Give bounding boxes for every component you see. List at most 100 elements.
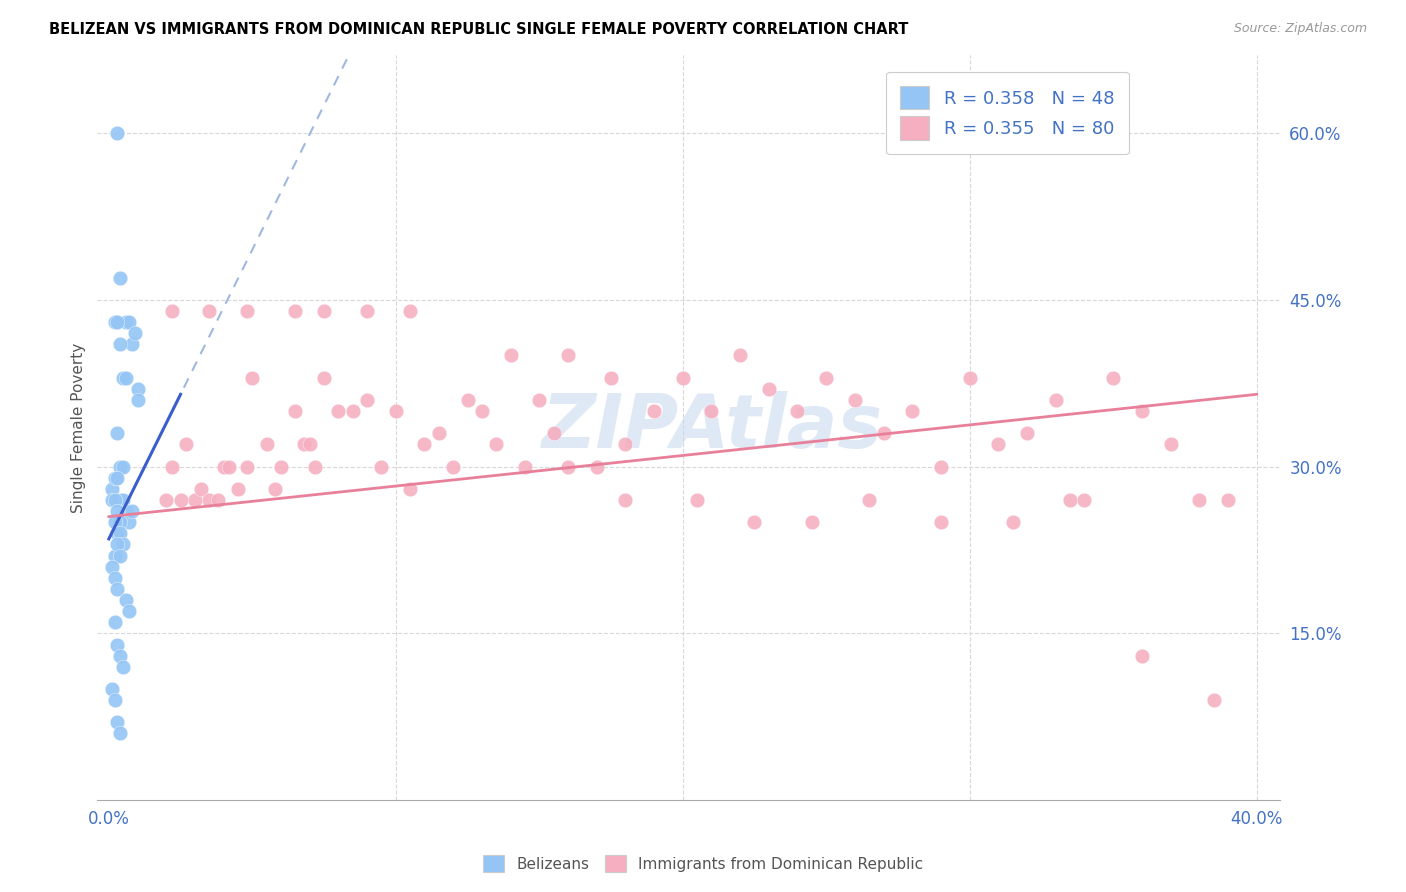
- Point: [160, 304, 183, 318]
- Point: [384, 404, 406, 418]
- Point: [929, 515, 952, 529]
- Point: [112, 492, 135, 507]
- Point: [815, 370, 838, 384]
- Point: [110, 492, 132, 507]
- Point: [1059, 492, 1081, 507]
- Point: [1130, 648, 1153, 663]
- Point: [786, 404, 808, 418]
- Point: [107, 126, 129, 140]
- Point: [356, 392, 378, 407]
- Point: [107, 582, 129, 596]
- Point: [672, 370, 695, 384]
- Point: [700, 404, 723, 418]
- Point: [284, 404, 307, 418]
- Point: [686, 492, 709, 507]
- Point: [356, 304, 378, 318]
- Point: [270, 459, 292, 474]
- Point: [328, 404, 350, 418]
- Point: [107, 426, 129, 441]
- Point: [115, 370, 138, 384]
- Point: [155, 492, 177, 507]
- Point: [1073, 492, 1095, 507]
- Point: [103, 471, 125, 485]
- Point: [212, 459, 235, 474]
- Point: [110, 549, 132, 563]
- Point: [872, 426, 894, 441]
- Point: [100, 559, 122, 574]
- Point: [118, 315, 141, 329]
- Point: [312, 304, 335, 318]
- Point: [107, 537, 129, 551]
- Point: [198, 492, 221, 507]
- Point: [169, 492, 191, 507]
- Point: [112, 459, 135, 474]
- Point: [107, 638, 129, 652]
- Point: [457, 392, 479, 407]
- Point: [124, 326, 146, 340]
- Point: [190, 482, 212, 496]
- Y-axis label: Single Female Poverty: Single Female Poverty: [72, 343, 86, 513]
- Point: [298, 437, 321, 451]
- Point: [100, 492, 122, 507]
- Point: [115, 504, 138, 518]
- Point: [103, 492, 125, 507]
- Point: [240, 370, 263, 384]
- Point: [728, 348, 751, 362]
- Point: [160, 459, 183, 474]
- Point: [110, 337, 132, 351]
- Point: [110, 648, 132, 663]
- Point: [112, 370, 135, 384]
- Legend: Belizeans, Immigrants from Dominican Republic: Belizeans, Immigrants from Dominican Rep…: [475, 847, 931, 880]
- Text: ZIPAtlas: ZIPAtlas: [541, 392, 883, 464]
- Point: [110, 726, 132, 740]
- Point: [121, 504, 143, 518]
- Point: [585, 459, 607, 474]
- Point: [1130, 404, 1153, 418]
- Point: [110, 515, 132, 529]
- Point: [127, 382, 149, 396]
- Point: [235, 459, 257, 474]
- Point: [485, 437, 508, 451]
- Legend: R = 0.358   N = 48, R = 0.355   N = 80: R = 0.358 N = 48, R = 0.355 N = 80: [886, 71, 1129, 154]
- Point: [121, 337, 143, 351]
- Point: [127, 392, 149, 407]
- Point: [929, 459, 952, 474]
- Point: [115, 593, 138, 607]
- Point: [312, 370, 335, 384]
- Point: [600, 370, 623, 384]
- Point: [370, 459, 392, 474]
- Point: [959, 370, 981, 384]
- Point: [399, 304, 422, 318]
- Point: [103, 315, 125, 329]
- Point: [557, 348, 579, 362]
- Point: [1160, 437, 1182, 451]
- Point: [1102, 370, 1125, 384]
- Point: [176, 437, 198, 451]
- Point: [844, 392, 866, 407]
- Point: [103, 693, 125, 707]
- Point: [103, 571, 125, 585]
- Point: [118, 604, 141, 618]
- Point: [103, 549, 125, 563]
- Point: [110, 459, 132, 474]
- Point: [292, 437, 315, 451]
- Text: Source: ZipAtlas.com: Source: ZipAtlas.com: [1233, 22, 1367, 36]
- Point: [184, 492, 207, 507]
- Point: [441, 459, 464, 474]
- Point: [100, 681, 122, 696]
- Point: [643, 404, 665, 418]
- Point: [543, 426, 565, 441]
- Point: [103, 515, 125, 529]
- Point: [471, 404, 494, 418]
- Point: [1216, 492, 1239, 507]
- Point: [1001, 515, 1024, 529]
- Point: [107, 504, 129, 518]
- Point: [118, 515, 141, 529]
- Point: [858, 492, 880, 507]
- Point: [107, 471, 129, 485]
- Point: [513, 459, 536, 474]
- Point: [499, 348, 522, 362]
- Point: [107, 315, 129, 329]
- Point: [304, 459, 326, 474]
- Point: [103, 615, 125, 630]
